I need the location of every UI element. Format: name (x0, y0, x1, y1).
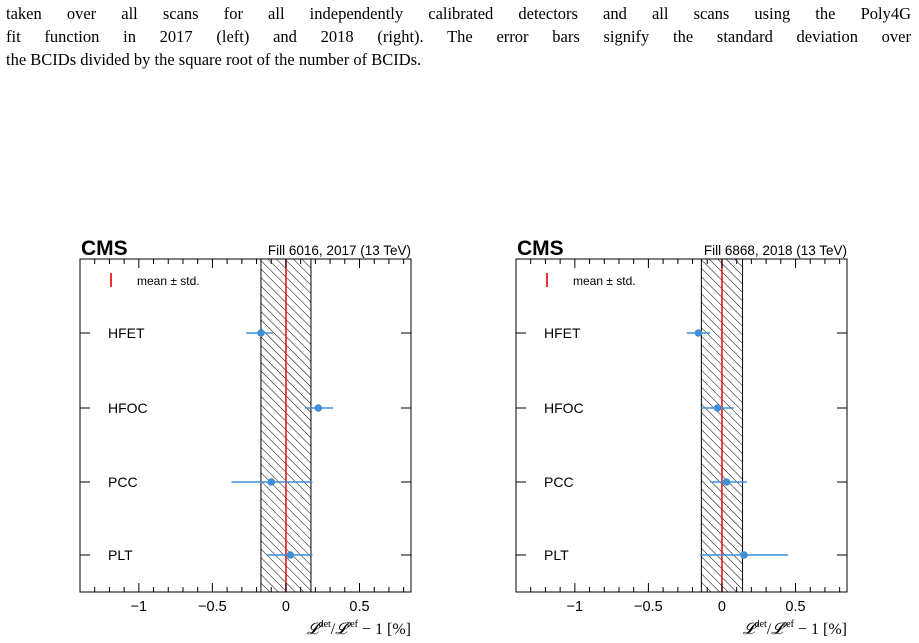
caption-line-2: fit function in 2017 (left) and 2018 (ri… (6, 27, 911, 46)
x-axis-label: 𝓛det/𝓛ref − 1 [%] (307, 619, 411, 638)
detector-label: PLT (544, 547, 569, 563)
fill-label: Fill 6868, 2018 (13 TeV) (704, 243, 847, 258)
data-point-pcc (722, 478, 731, 486)
x-tick-label: 0.5 (785, 599, 805, 615)
data-point-hfoc (314, 404, 323, 412)
panel-1: −1 −0.5 0 0.5 HFET HFOC PCC PLT mean ± std. CMS Fi… (79, 237, 412, 638)
x-axis-label: 𝓛det/𝓛ref − 1 [%] (743, 619, 847, 638)
data-point-plt (286, 551, 295, 559)
fill-label: Fill 6016, 2017 (13 TeV) (268, 243, 411, 258)
data-point-plt (740, 551, 748, 559)
x-tick-label: −0.5 (634, 599, 663, 615)
detector-label: HFET (544, 325, 581, 341)
detector-label: PCC (108, 474, 138, 490)
legend-text: mean ± std. (137, 274, 200, 288)
x-tick-label: 0 (718, 599, 726, 615)
x-tick-label: −1 (567, 599, 584, 615)
data-point-hfet (694, 329, 703, 337)
plot-frame (515, 258, 848, 593)
data-point-hfoc (713, 404, 722, 412)
detector-label: HFOC (108, 400, 148, 416)
x-tick-label: 0.5 (349, 599, 369, 615)
detector-label: PLT (108, 547, 133, 563)
caption-line-1: taken over all scans for all independent… (6, 4, 911, 23)
data-point-hfet (257, 329, 265, 337)
detector-label: HFOC (544, 400, 584, 416)
x-tick-label: 0 (282, 599, 290, 615)
figure-caption: taken over all scans for all independent… (6, 2, 911, 71)
legend-text: mean ± std. (573, 274, 636, 288)
caption-line-3: the BCIDs divided by the square root of … (6, 50, 422, 69)
panel-2: −1 −0.5 0 0.5 HFET HFOC PCC PLT mean ± std. CMS Fi… (515, 237, 848, 638)
plot-frame (79, 258, 412, 593)
detector-label: HFET (108, 325, 145, 341)
detector-label: PCC (544, 474, 574, 490)
data-point-pcc (267, 478, 276, 486)
x-tick-label: −1 (131, 599, 148, 615)
x-tick-label: −0.5 (198, 599, 227, 615)
experiment-label: CMS (81, 237, 128, 260)
experiment-label: CMS (517, 237, 564, 260)
